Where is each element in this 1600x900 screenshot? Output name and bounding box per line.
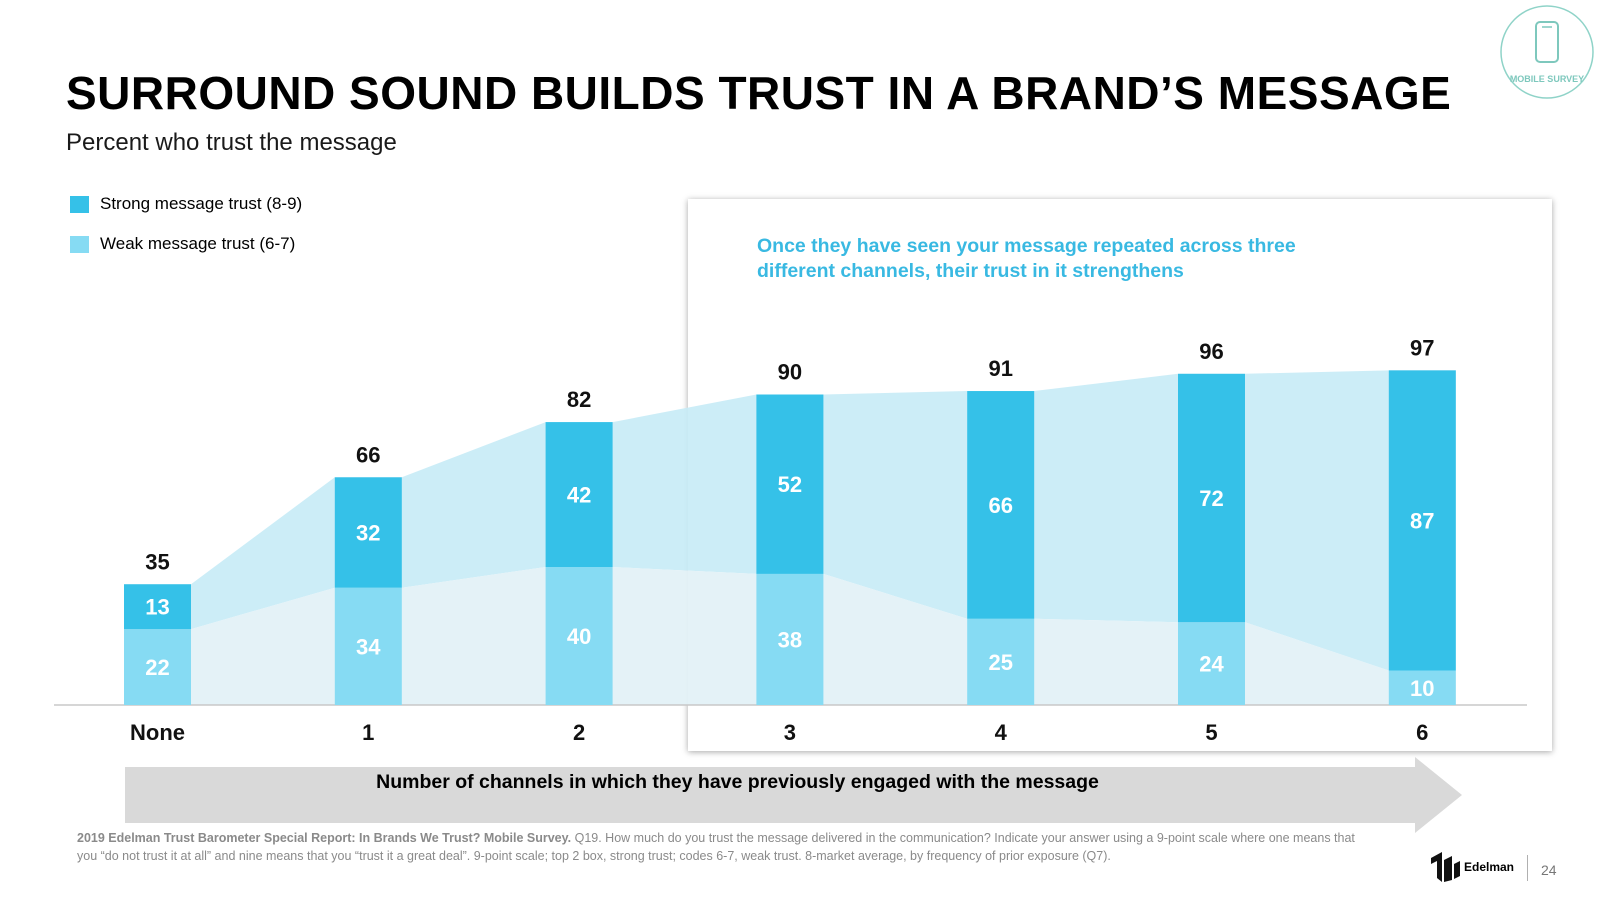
legend-item-strong: Strong message trust (8-9) [70,194,302,214]
x-tick-1: 1 [362,720,374,740]
page-number: 24 [1541,862,1557,878]
label-strong-5: 72 [1199,486,1223,511]
label-weak-2: 40 [567,624,591,649]
bar-weak-1 [334,587,402,705]
stacked-bar-chart: 22 13 35 None 34 32 66 1 40 42 82 2 38 52 90 3 25 66 91 4 24… [54,335,1527,740]
x-axis-title: Number of channels in which they have pr… [376,771,1099,793]
legend-label-strong: Strong message trust (8-9) [100,194,303,213]
label-total-1: 66 [356,442,380,467]
bar-strong-None [124,584,191,630]
label-total-None: 35 [145,549,169,574]
label-strong-None: 13 [145,595,169,620]
label-total-3: 90 [778,360,802,385]
x-tick-None: None [130,720,185,740]
bar-weak-4 [967,618,1035,705]
logo-divider [1527,855,1528,881]
bar-weak-2 [545,567,613,705]
mobile-phone-icon [1535,21,1559,63]
legend-swatch-strong [70,195,89,213]
callout-text: Once they have seen your message repeate… [757,235,1296,282]
label-weak-1: 34 [356,634,381,659]
x-tick-3: 3 [784,720,796,740]
axis-arrow-shape [125,757,1462,833]
bar-weak-3 [756,573,824,705]
footnote: 2019 Edelman Trust Barometer Special Rep… [77,829,1367,865]
label-strong-2: 42 [567,483,591,508]
edelman-logo: Edelman [1428,850,1514,884]
label-weak-6: 10 [1410,676,1434,701]
label-total-4: 91 [988,356,1012,381]
chart-legend: Strong message trust (8-9) Weak message … [70,194,302,274]
bar-strong-4 [967,391,1035,619]
label-weak-4: 25 [988,650,1012,675]
legend-label-weak: Weak message trust (6-7) [100,234,296,253]
edelman-mark-icon [1431,852,1460,882]
legend-swatch-weak [70,235,89,253]
label-strong-4: 66 [988,493,1012,518]
label-total-6: 97 [1410,335,1434,360]
axis-arrow [125,757,1462,833]
bar-strong-1 [334,477,402,588]
x-tick-4: 4 [995,720,1008,740]
label-weak-None: 22 [145,655,169,680]
footnote-question: Q19. How much do you trust the message d… [77,831,1355,863]
bar-weak-6 [1388,670,1456,705]
bar-strong-5 [1178,373,1245,623]
label-strong-3: 52 [778,472,802,497]
x-tick-5: 5 [1205,720,1217,740]
mobile-survey-badge: MOBILE SURVEY [1500,5,1594,99]
bar-weak-None [124,629,191,705]
label-strong-6: 87 [1410,508,1434,533]
bar-strong-3 [756,394,824,574]
bar-strong-2 [545,422,613,567]
x-tick-2: 2 [573,720,585,740]
label-total-2: 82 [567,387,591,412]
label-strong-1: 32 [356,521,380,546]
x-tick-6: 6 [1416,720,1428,740]
slide-subtitle: Percent who trust the message [66,129,397,156]
slide-title: SURROUND SOUND BUILDS TRUST IN A BRAND’S… [66,67,1452,119]
logo-wordmark: Edelman [1464,860,1515,874]
label-total-5: 96 [1199,339,1223,364]
label-weak-3: 38 [778,627,802,652]
badge-label: MOBILE SURVEY [1510,74,1584,84]
bar-strong-6 [1388,370,1456,671]
legend-item-weak: Weak message trust (6-7) [70,234,302,254]
footnote-source: 2019 Edelman Trust Barometer Special Rep… [77,831,572,845]
bar-weak-5 [1178,622,1245,705]
label-weak-5: 24 [1199,652,1224,677]
